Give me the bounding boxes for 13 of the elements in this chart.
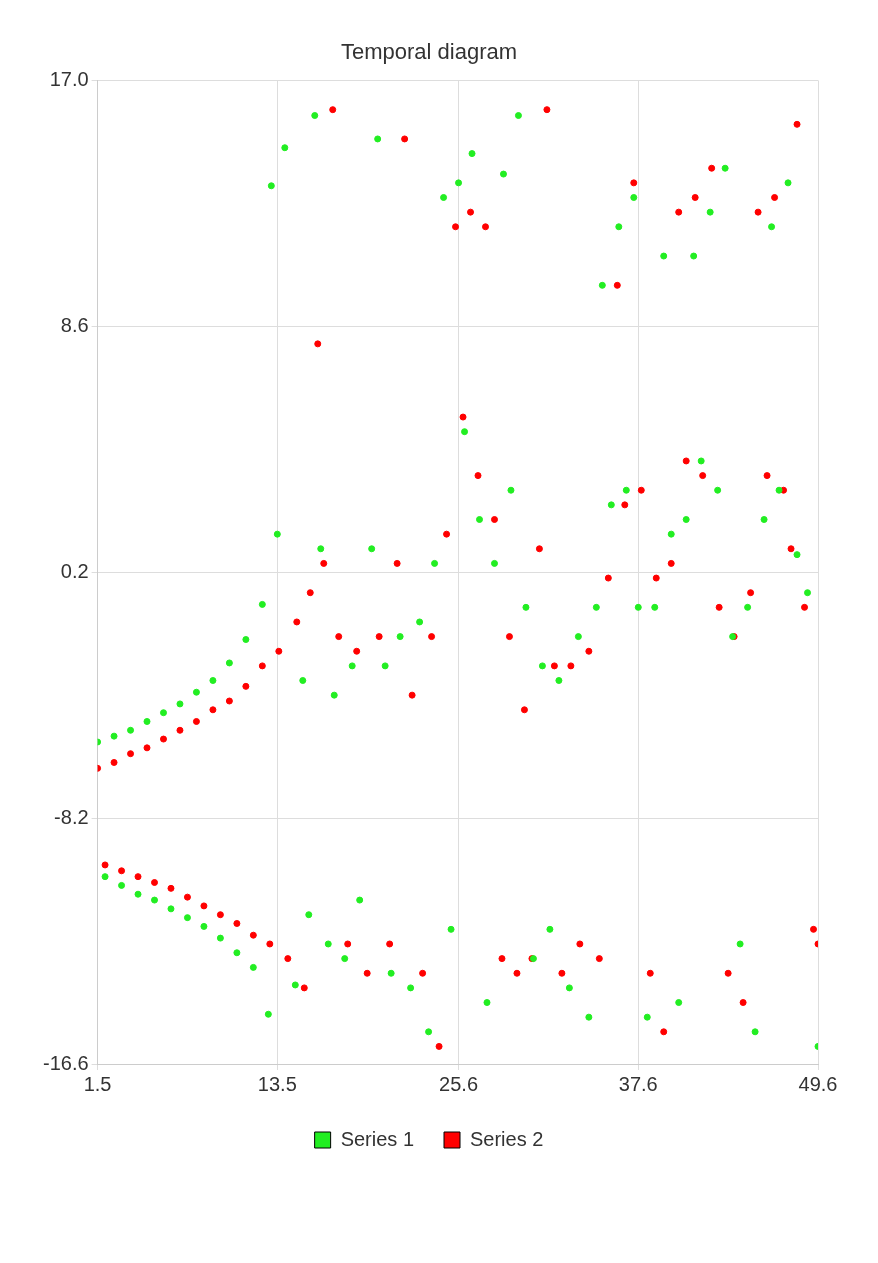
y-tick-label: -8.2: [54, 805, 89, 828]
legend-label: Series 1: [340, 1127, 415, 1150]
y-tick-label: 8.6: [60, 313, 89, 336]
y-tick-label: 0.2: [60, 559, 89, 582]
chart-title: Temporal diagram: [340, 39, 518, 65]
y-tick-label: 17.0: [49, 67, 89, 90]
legend-label: Series 2: [470, 1127, 544, 1150]
x-tick-label: 37.6: [618, 1072, 658, 1095]
x-tick-label: 49.6: [798, 1072, 838, 1095]
x-tick-label: 25.6: [439, 1072, 479, 1095]
x-tick-label: 13.5: [257, 1072, 297, 1095]
y-tick-label: -16.6: [42, 1051, 89, 1074]
x-tick-label: 1.5: [83, 1072, 112, 1095]
